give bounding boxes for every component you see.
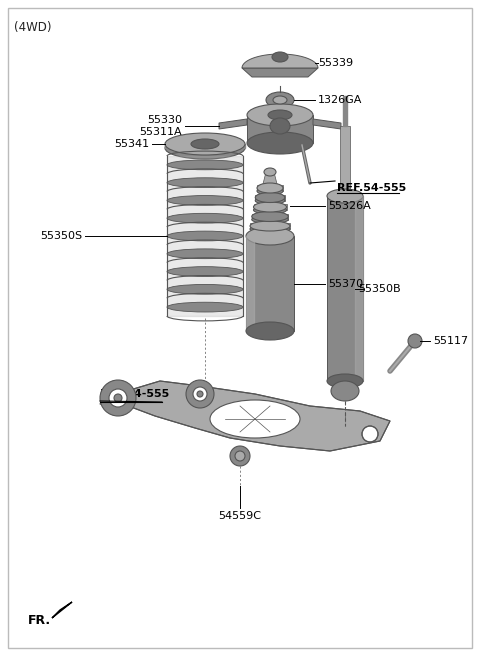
- Ellipse shape: [197, 391, 203, 397]
- Text: (4WD): (4WD): [14, 21, 52, 34]
- Text: 55339: 55339: [318, 58, 353, 68]
- Polygon shape: [355, 196, 363, 381]
- Ellipse shape: [252, 211, 288, 222]
- Polygon shape: [257, 185, 283, 191]
- Ellipse shape: [167, 249, 243, 258]
- Ellipse shape: [362, 426, 378, 442]
- Ellipse shape: [210, 400, 300, 438]
- Polygon shape: [262, 172, 278, 188]
- Ellipse shape: [264, 168, 276, 176]
- Polygon shape: [52, 602, 72, 618]
- Ellipse shape: [186, 380, 214, 408]
- Text: 54559C: 54559C: [218, 511, 262, 521]
- Polygon shape: [250, 223, 290, 229]
- Polygon shape: [343, 96, 347, 126]
- Polygon shape: [242, 54, 318, 68]
- Text: REF.54-555: REF.54-555: [100, 389, 169, 399]
- Ellipse shape: [247, 132, 313, 154]
- Ellipse shape: [100, 380, 136, 416]
- Polygon shape: [327, 196, 363, 381]
- Ellipse shape: [268, 110, 292, 120]
- Ellipse shape: [250, 221, 290, 231]
- Text: 55326A: 55326A: [328, 201, 371, 211]
- Ellipse shape: [327, 374, 363, 388]
- Polygon shape: [167, 156, 243, 316]
- Ellipse shape: [167, 285, 243, 295]
- Text: 55370: 55370: [328, 279, 363, 289]
- Ellipse shape: [327, 189, 363, 203]
- Ellipse shape: [193, 387, 207, 401]
- Polygon shape: [255, 194, 285, 201]
- Ellipse shape: [167, 267, 243, 276]
- Ellipse shape: [270, 118, 290, 134]
- Polygon shape: [247, 115, 313, 143]
- Ellipse shape: [250, 225, 290, 233]
- Ellipse shape: [257, 187, 283, 195]
- Text: 55350B: 55350B: [358, 284, 401, 294]
- Ellipse shape: [273, 96, 287, 104]
- Polygon shape: [100, 381, 390, 451]
- Text: 55311A: 55311A: [139, 127, 182, 137]
- Ellipse shape: [246, 322, 294, 340]
- Polygon shape: [253, 204, 287, 210]
- Polygon shape: [246, 236, 254, 331]
- Text: 1326GA: 1326GA: [318, 95, 362, 105]
- Ellipse shape: [167, 213, 243, 223]
- Polygon shape: [242, 68, 318, 77]
- Polygon shape: [340, 126, 350, 196]
- Ellipse shape: [247, 104, 313, 126]
- Ellipse shape: [167, 178, 243, 188]
- Ellipse shape: [109, 389, 127, 407]
- Ellipse shape: [257, 183, 283, 193]
- Ellipse shape: [253, 206, 287, 214]
- Text: 55350S: 55350S: [40, 231, 82, 241]
- Ellipse shape: [255, 192, 285, 203]
- Polygon shape: [219, 119, 247, 129]
- Polygon shape: [246, 236, 294, 331]
- Ellipse shape: [167, 302, 243, 312]
- Polygon shape: [313, 119, 341, 129]
- Ellipse shape: [165, 137, 245, 159]
- Ellipse shape: [167, 231, 243, 241]
- Text: REF.54-555: REF.54-555: [337, 183, 406, 193]
- Ellipse shape: [246, 227, 294, 245]
- Text: FR.: FR.: [28, 613, 51, 626]
- Ellipse shape: [167, 195, 243, 205]
- Text: 55117: 55117: [433, 336, 468, 346]
- Polygon shape: [252, 213, 288, 220]
- Ellipse shape: [114, 394, 122, 402]
- Ellipse shape: [235, 451, 245, 461]
- Ellipse shape: [252, 216, 288, 224]
- Ellipse shape: [165, 133, 245, 155]
- Text: 55341: 55341: [114, 139, 149, 149]
- Ellipse shape: [255, 197, 285, 205]
- Ellipse shape: [230, 446, 250, 466]
- Ellipse shape: [408, 334, 422, 348]
- Ellipse shape: [331, 381, 359, 401]
- Ellipse shape: [167, 160, 243, 170]
- Ellipse shape: [191, 139, 219, 149]
- Ellipse shape: [253, 202, 287, 212]
- Ellipse shape: [272, 52, 288, 62]
- Ellipse shape: [266, 92, 294, 108]
- Text: 55330: 55330: [147, 115, 182, 125]
- Polygon shape: [165, 144, 245, 148]
